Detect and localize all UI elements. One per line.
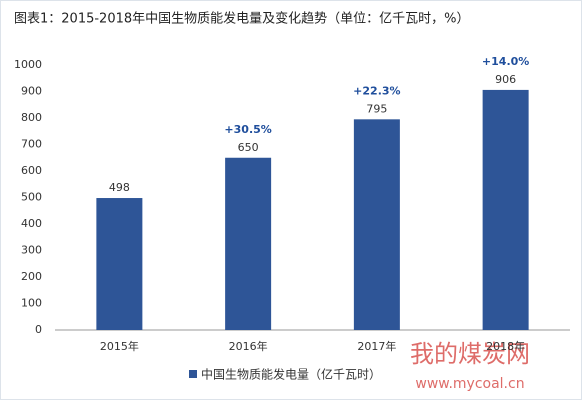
y-tick-label: 200 [21,270,42,283]
y-tick-label: 300 [21,244,42,257]
legend-label: 中国生物质能发电量（亿千瓦时） [201,367,381,382]
x-tick-label: 2015年 [100,339,139,353]
y-tick-label: 900 [21,85,42,98]
y-tick-label: 700 [21,138,42,151]
bar [353,119,400,330]
growth-label: +14.0% [482,55,529,68]
y-tick-label: 1000 [14,58,42,71]
growth-label: +30.5% [224,123,271,136]
watermark: 我的煤炭网 [410,340,530,368]
y-tick-label: 0 [35,323,42,336]
y-tick-label: 400 [21,217,42,230]
legend-swatch [189,370,197,378]
value-label: 906 [495,73,516,86]
bar [482,89,529,330]
x-tick-label: 2016年 [229,339,268,353]
watermark-url: www.mycoal.cn [415,376,524,392]
y-tick-label: 100 [21,297,42,310]
growth-label: +22.3% [353,84,400,97]
value-label: 650 [238,141,259,154]
x-tick-label: 2018年 [486,339,525,353]
bar [225,157,272,330]
chart-title: 图表1：2015-2018年中国生物质能发电量及变化趋势（单位：亿千瓦时，%） [14,11,469,27]
y-tick-label: 800 [21,111,42,124]
x-tick-label: 2017年 [357,339,396,353]
value-label: 498 [109,181,130,194]
y-tick-label: 600 [21,164,42,177]
value-label: 795 [366,102,387,115]
bar [96,198,143,330]
y-tick-label: 500 [21,191,42,204]
